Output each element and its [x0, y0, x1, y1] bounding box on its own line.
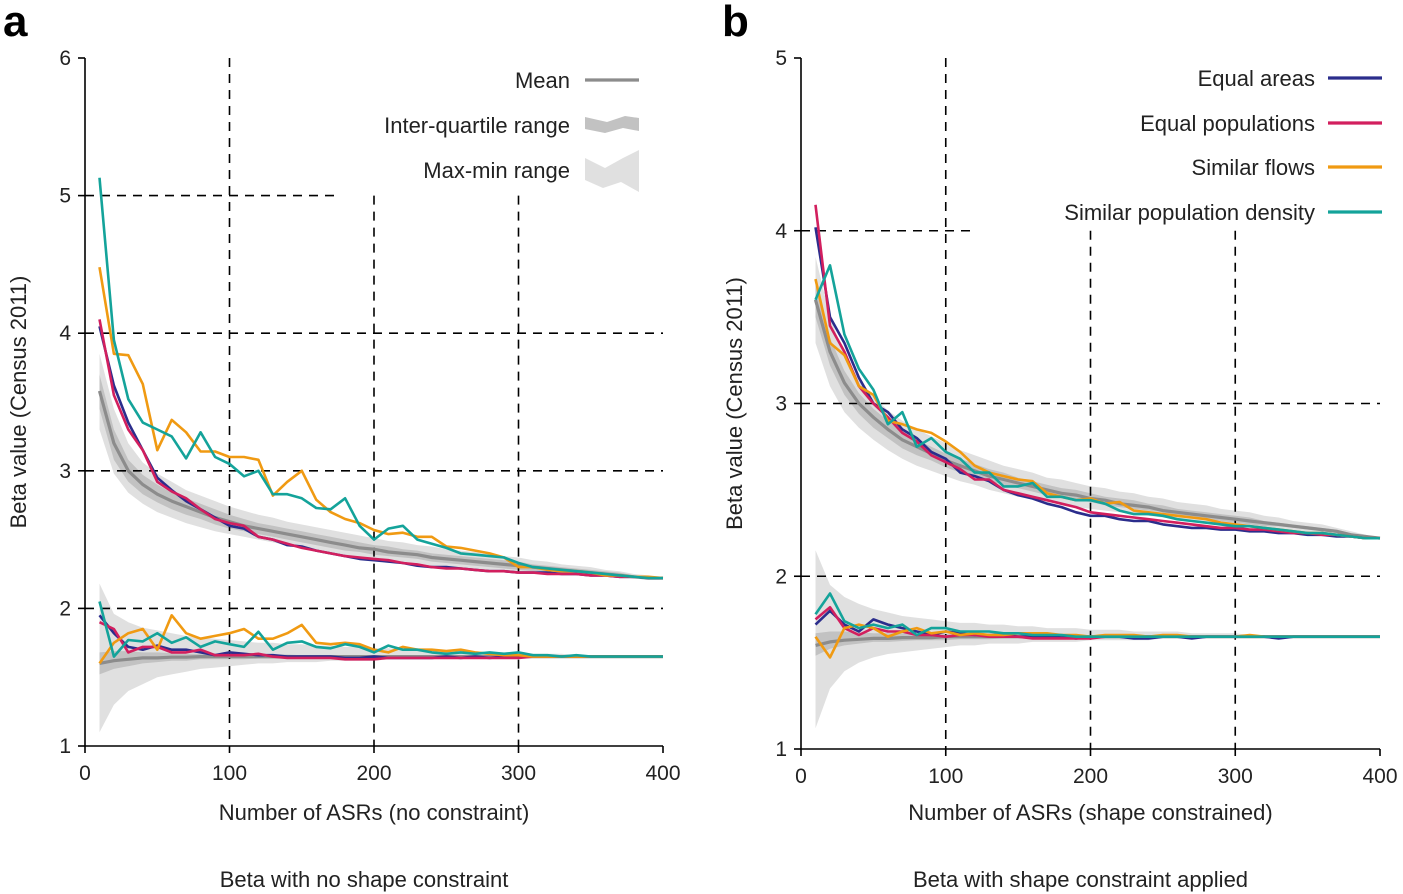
grid [801, 58, 1380, 749]
legend-label: Max-min range [423, 158, 570, 183]
legend-label: Inter-quartile range [384, 113, 570, 138]
x-axis-label: Number of ASRs (no constraint) [219, 800, 530, 825]
y-tick-label: 6 [59, 47, 71, 70]
x-tick-label: 0 [795, 765, 807, 788]
y-tick-label: 1 [775, 738, 787, 761]
x-tick-label: 200 [356, 762, 391, 785]
panel-b: b 1 2 3 4 5 0 100 200 300 400 Number of ASRs (shape… [722, 0, 1398, 892]
y-tick-label: 3 [775, 393, 787, 416]
x-tick-label: 300 [1218, 765, 1253, 788]
x-tick-label: 100 [928, 765, 963, 788]
y-tick-label: 2 [775, 565, 787, 588]
legend: Mean Inter-quartile range Max-min range [384, 68, 639, 192]
series-line-equal-populations-upper [814, 204, 1380, 540]
max-min-range-band-lower [815, 550, 1380, 729]
series-line-similar-population-density-lower [814, 592, 1380, 639]
y-tick-label: 5 [59, 185, 71, 208]
mean-line-upper [97, 390, 663, 580]
legend-label: Equal areas [1198, 66, 1315, 91]
y-tick-label: 4 [775, 220, 787, 243]
x-tick-label: 0 [79, 762, 91, 785]
series-line-equal-populations-upper [98, 319, 663, 580]
y-tick-label: 5 [775, 47, 787, 70]
panel-a: a 1 2 3 4 5 6 0 100 200 300 400 Number of ASRs (no c… [3, 0, 681, 892]
legend-swatch-band [585, 116, 639, 133]
x-tick-label: 300 [501, 762, 536, 785]
x-tick-label: 400 [645, 762, 680, 785]
y-axis-label: Beta value (Census 2011) [722, 277, 747, 530]
panel-letter: b [722, 0, 749, 46]
panel-letter: a [3, 0, 28, 46]
max-min-range-band-upper [99, 353, 663, 579]
legend-label: Similar flows [1192, 155, 1315, 180]
legend-label: Similar population density [1064, 200, 1315, 225]
y-axis-label: Beta value (Census 2011) [6, 276, 31, 529]
series-line-similar-population-density-lower [98, 601, 663, 658]
x-tick-label: 400 [1362, 765, 1397, 788]
x-axis-label: Number of ASRs (shape constrained) [908, 800, 1272, 825]
legend: Equal areas Equal populations Similar flow… [1064, 66, 1382, 225]
mean-line-upper [813, 299, 1381, 540]
legend-label: Equal populations [1140, 111, 1315, 136]
series-line-similar-flows-upper [98, 266, 664, 580]
legend-swatch-band [585, 150, 639, 192]
legend-label: Mean [515, 68, 570, 93]
y-tick-label: 3 [59, 460, 71, 483]
x-tick-label: 100 [212, 762, 247, 785]
series-line-similar-population-density-upper [814, 263, 1380, 540]
panel-caption: Beta with no shape constraint [220, 867, 509, 892]
y-tick-label: 2 [59, 597, 71, 620]
y-tick-label: 1 [59, 735, 71, 758]
plot-area [85, 58, 664, 746]
plot-area [801, 58, 1381, 749]
panel-caption: Beta with shape constraint applied [913, 867, 1248, 892]
series-line-similar-population-density-upper [98, 177, 663, 580]
x-tick-label: 200 [1073, 765, 1108, 788]
y-tick-label: 4 [59, 322, 71, 345]
grid [85, 58, 663, 746]
iqr-band-upper [99, 374, 663, 579]
